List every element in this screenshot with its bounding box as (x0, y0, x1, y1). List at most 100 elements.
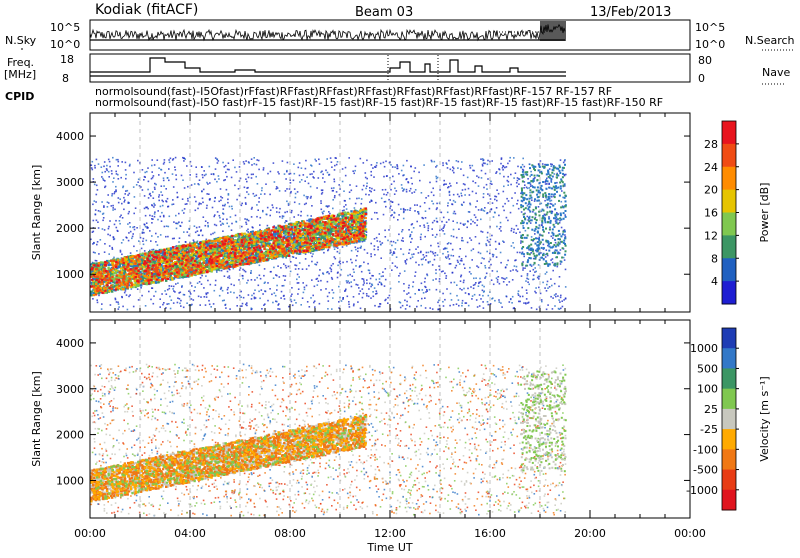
rti-pixel (229, 206, 231, 208)
nsky-tick-top: 10^5 (50, 21, 80, 34)
rti-pixel (115, 189, 117, 191)
rti-pixel (334, 169, 336, 171)
rti-pixel (511, 245, 513, 247)
rti-pixel (311, 279, 313, 281)
rti-pixel (538, 276, 540, 278)
rti-pixel (270, 209, 272, 211)
rti-pixel (183, 160, 185, 162)
rti-pixel (317, 284, 319, 286)
rti-pixel (222, 300, 224, 302)
rti-pixel (145, 215, 147, 217)
rti-pixel (479, 243, 481, 245)
rti-pixel (248, 220, 250, 222)
rti-pixel (144, 208, 146, 210)
rti-pixel (363, 282, 365, 284)
rti-pixel (302, 282, 304, 284)
rti-pixel (374, 249, 376, 251)
rti-pixel (405, 209, 407, 211)
rti-pixel (527, 178, 529, 180)
rti-pixel (410, 188, 412, 190)
rti-pixel (101, 166, 103, 168)
rti-pixel (512, 296, 514, 298)
rti-pixel (478, 209, 480, 211)
rti-pixel (128, 211, 130, 213)
rti-pixel (162, 194, 164, 196)
rti-pixel (98, 227, 100, 229)
rti-pixel (538, 278, 540, 280)
rti-pixel (366, 178, 368, 180)
rti-pixel (126, 237, 128, 239)
rti-pixel (406, 191, 408, 193)
rti-pixel (277, 187, 279, 189)
rti-pixel (471, 250, 473, 252)
rti-pixel (503, 186, 505, 188)
rti-pixel (95, 214, 97, 216)
rti-pixel (254, 163, 256, 165)
rti-pixel (368, 296, 370, 298)
rti-pixel (210, 284, 212, 286)
rti-pixel (551, 285, 553, 287)
rti-pixel (536, 309, 538, 311)
rti-pixel (520, 242, 522, 244)
rti-pixel (517, 180, 519, 182)
rti-pixel (424, 286, 426, 288)
rti-pixel (424, 226, 426, 228)
rti-pixel (251, 207, 253, 209)
rti-pixel (203, 170, 205, 172)
rti-pixel (241, 226, 243, 228)
rti-echo (170, 247, 172, 249)
rti-pixel (385, 206, 387, 208)
rti-pixel (414, 210, 416, 212)
rti-pixel (481, 170, 483, 172)
rti-pixel (154, 213, 156, 215)
rti-pixel (311, 165, 313, 167)
rti-pixel (482, 210, 484, 212)
rti-pixel (457, 167, 459, 169)
rti-pixel (482, 257, 484, 259)
rti-pixel (270, 171, 272, 173)
rti-pixel (355, 249, 357, 251)
rti-pixel (473, 288, 475, 290)
rti-pixel (118, 202, 120, 204)
rti-pixel (465, 256, 467, 258)
rti-pixel (131, 238, 133, 240)
rti-pixel (242, 269, 244, 271)
rti-pixel (206, 193, 208, 195)
rti-pixel (515, 232, 517, 234)
rti-pixel (443, 217, 445, 219)
rti-pixel (129, 193, 131, 195)
rti-pixel (117, 230, 119, 232)
rti-pixel (513, 157, 515, 159)
rti-pixel (298, 167, 300, 169)
rti-pixel (504, 167, 506, 169)
rti-pixel (332, 199, 334, 201)
rti-pixel (555, 242, 557, 244)
rti-pixel (207, 222, 209, 224)
rti-pixel (424, 202, 426, 204)
rti-pixel (345, 289, 347, 291)
rti-pixel (469, 271, 471, 273)
rti-pixel (356, 185, 358, 187)
rti-pixel (435, 269, 437, 271)
rti-pixel (518, 294, 520, 296)
rti-pixel (247, 229, 249, 231)
rti-pixel (318, 159, 320, 161)
rti-pixel (490, 239, 492, 241)
rti-pixel (560, 249, 562, 251)
rti-pixel (187, 198, 189, 200)
rti-pixel (210, 234, 212, 236)
rti-pixel (158, 174, 160, 176)
rti-pixel (398, 234, 400, 236)
rti-pixel (198, 296, 200, 298)
rti-pixel (483, 187, 485, 189)
rti-pixel (416, 306, 418, 308)
rti-pixel (360, 265, 362, 267)
rti-pixel (485, 173, 487, 175)
rti-pixel (452, 166, 454, 168)
rti-pixel (205, 225, 207, 227)
rti-pixel (183, 231, 185, 233)
rti-pixel (382, 189, 384, 191)
rti-pixel (132, 236, 134, 238)
rti-pixel (554, 203, 556, 205)
rti-pixel (551, 164, 553, 166)
